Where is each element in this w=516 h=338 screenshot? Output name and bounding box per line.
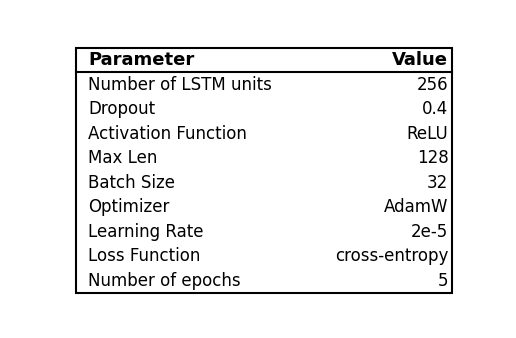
Text: Number of epochs: Number of epochs: [89, 272, 241, 290]
Text: Parameter: Parameter: [89, 51, 195, 69]
Text: AdamW: AdamW: [384, 198, 448, 216]
Text: 0.4: 0.4: [422, 100, 448, 118]
Text: cross-entropy: cross-entropy: [335, 247, 448, 265]
Text: Max Len: Max Len: [89, 149, 158, 167]
Text: Activation Function: Activation Function: [89, 125, 247, 143]
Text: 32: 32: [427, 174, 448, 192]
Text: Number of LSTM units: Number of LSTM units: [89, 76, 272, 94]
Text: 5: 5: [438, 272, 448, 290]
Text: 256: 256: [417, 76, 448, 94]
Text: 128: 128: [416, 149, 448, 167]
Text: Value: Value: [392, 51, 448, 69]
Text: Optimizer: Optimizer: [89, 198, 170, 216]
Text: ReLU: ReLU: [407, 125, 448, 143]
Text: Loss Function: Loss Function: [89, 247, 201, 265]
Text: Batch Size: Batch Size: [89, 174, 175, 192]
Text: Learning Rate: Learning Rate: [89, 223, 204, 241]
Text: 2e-5: 2e-5: [411, 223, 448, 241]
Text: Dropout: Dropout: [89, 100, 156, 118]
